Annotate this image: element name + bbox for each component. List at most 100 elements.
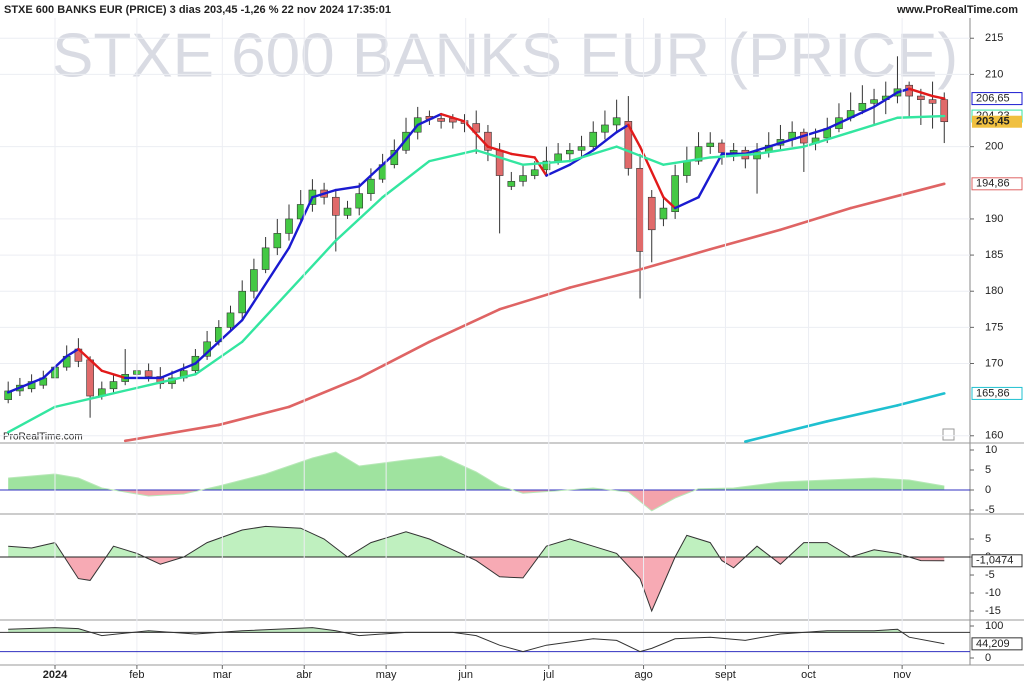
watermark: STXE 600 BANKS EUR (PRICE) bbox=[52, 21, 958, 90]
oscillator-line bbox=[8, 525, 945, 613]
y-tick-label: 0 bbox=[985, 484, 991, 496]
x-tick-label: ago bbox=[634, 669, 652, 681]
value-label: 165,86 bbox=[976, 387, 1010, 399]
moving-average bbox=[568, 145, 618, 163]
moving-average bbox=[194, 318, 244, 365]
x-tick-label: oct bbox=[801, 669, 816, 681]
candle-body bbox=[343, 207, 352, 216]
candle-body bbox=[238, 290, 247, 314]
moving-average bbox=[77, 347, 103, 372]
info-icon[interactable] bbox=[942, 428, 955, 441]
y-tick-label: 185 bbox=[985, 249, 1003, 261]
value-label-box bbox=[972, 115, 1022, 128]
moving-average bbox=[287, 376, 361, 409]
moving-average bbox=[872, 91, 899, 109]
header-title: STXE 600 BANKS EUR (PRICE) 3 dias 203,45… bbox=[4, 4, 391, 16]
moving-average bbox=[486, 145, 513, 156]
y-tick-label: -10 bbox=[985, 587, 1001, 599]
moving-average bbox=[826, 105, 876, 130]
moving-average bbox=[241, 246, 291, 322]
candle-body bbox=[530, 169, 539, 176]
moving-average bbox=[287, 239, 338, 293]
moving-average bbox=[931, 94, 946, 100]
moving-average bbox=[428, 149, 478, 163]
x-tick-label: may bbox=[376, 669, 397, 681]
candle-body bbox=[940, 99, 949, 123]
candle-body bbox=[683, 160, 691, 176]
y-tick-label: 190 bbox=[985, 213, 1003, 225]
x-tick-label: nov bbox=[893, 669, 911, 681]
y-tick-label: 180 bbox=[985, 285, 1003, 297]
moving-average bbox=[498, 286, 572, 311]
y-tick-label: 0 bbox=[985, 652, 991, 664]
candle-body bbox=[367, 178, 375, 194]
value-label-box bbox=[971, 92, 1023, 106]
candle-body bbox=[928, 99, 937, 104]
moving-average bbox=[100, 383, 150, 398]
moving-average bbox=[907, 87, 934, 98]
candle-body bbox=[144, 370, 153, 377]
moving-average bbox=[533, 156, 548, 177]
candle-body bbox=[659, 207, 668, 220]
moving-average bbox=[779, 127, 829, 145]
candle-body bbox=[636, 168, 644, 252]
candle-body bbox=[250, 269, 258, 292]
moving-average bbox=[615, 123, 630, 134]
y-tick-label: 5 bbox=[985, 464, 991, 476]
moving-average bbox=[65, 347, 80, 358]
moving-average bbox=[708, 228, 782, 251]
y-tick-label: -5 bbox=[985, 569, 995, 581]
y-tick-label: 200 bbox=[985, 141, 1003, 153]
y-tick-label: 100 bbox=[985, 620, 1003, 632]
candle-body bbox=[226, 312, 235, 328]
moving-average bbox=[627, 123, 642, 148]
moving-average bbox=[439, 112, 466, 123]
moving-average bbox=[662, 156, 712, 166]
y-tick-label: 10 bbox=[985, 444, 997, 456]
candle-body bbox=[729, 149, 738, 153]
x-tick-label: sept bbox=[715, 669, 736, 681]
moving-average bbox=[217, 405, 291, 427]
candle-body bbox=[554, 153, 562, 162]
candle-body bbox=[566, 149, 574, 155]
candle-body bbox=[261, 247, 270, 270]
x-tick-label: jul bbox=[542, 669, 554, 681]
moving-average bbox=[592, 131, 618, 152]
candle-body bbox=[495, 149, 504, 176]
moving-average bbox=[357, 340, 431, 380]
candle-body bbox=[612, 117, 621, 126]
moving-average bbox=[802, 131, 852, 148]
moving-average bbox=[147, 373, 197, 387]
y-tick-label: 175 bbox=[985, 321, 1003, 333]
candle-body bbox=[519, 175, 527, 182]
moving-average bbox=[53, 394, 103, 409]
brand: ProRealTime.com bbox=[3, 432, 83, 443]
candle-body bbox=[507, 181, 516, 187]
oscillator-line bbox=[8, 627, 945, 653]
y-tick-label: 170 bbox=[985, 357, 1003, 369]
value-label: 206,65 bbox=[976, 92, 1010, 104]
moving-average bbox=[334, 196, 384, 242]
value-label-box bbox=[971, 177, 1023, 191]
y-tick-label: 210 bbox=[985, 68, 1003, 80]
x-tick-label: feb bbox=[129, 669, 144, 681]
moving-average bbox=[159, 362, 197, 380]
moving-average bbox=[428, 307, 501, 344]
value-label-box bbox=[971, 637, 1023, 651]
moving-average bbox=[358, 152, 396, 188]
moving-average bbox=[194, 340, 244, 376]
moving-average bbox=[545, 163, 572, 177]
area-negative bbox=[64, 557, 945, 611]
x-tick-label: 2024 bbox=[43, 669, 68, 681]
moving-average bbox=[6, 405, 57, 434]
value-label: 44,209 bbox=[976, 638, 1010, 650]
candle-body bbox=[355, 193, 364, 209]
candle-body bbox=[917, 95, 925, 100]
x-tick-label: mar bbox=[213, 669, 232, 681]
moving-average bbox=[311, 188, 338, 199]
oscillator-line bbox=[8, 451, 945, 512]
candle-body bbox=[870, 99, 878, 104]
moving-average bbox=[896, 392, 946, 407]
value-label-box bbox=[971, 386, 1023, 400]
